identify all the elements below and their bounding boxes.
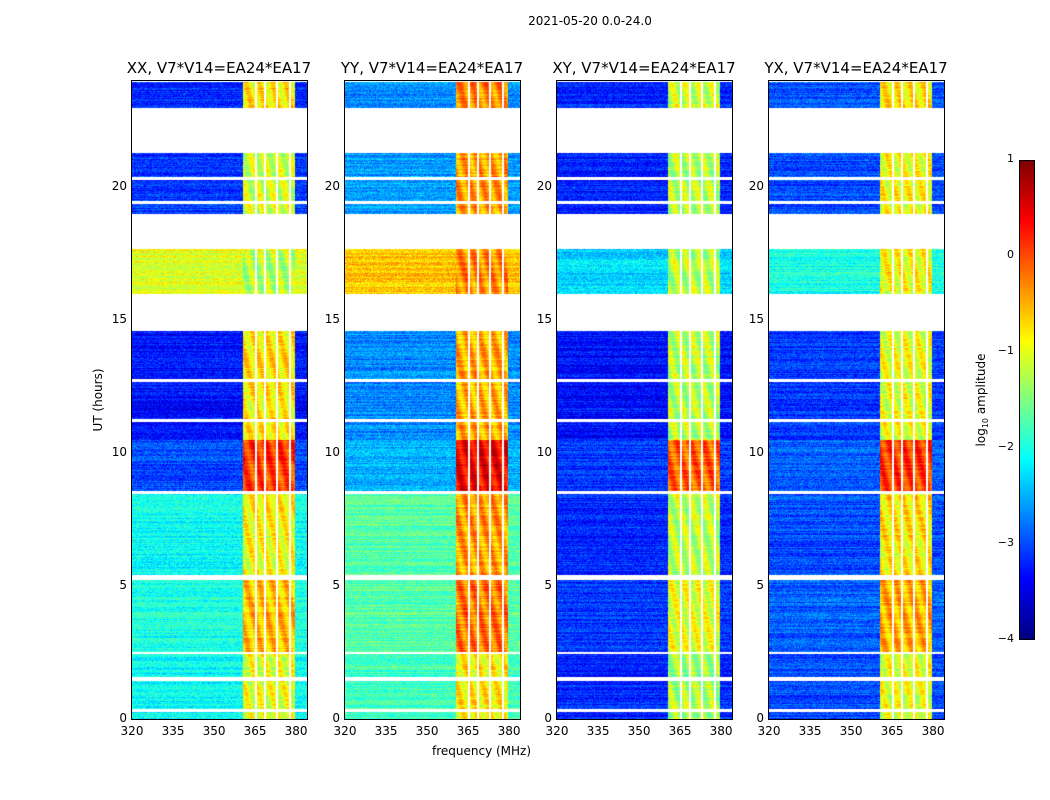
y-tick-label: 20 — [536, 179, 552, 194]
x-tick-label: 320 — [545, 724, 569, 738]
x-tick-label: 350 — [415, 724, 439, 738]
heatmap-panel — [556, 80, 733, 720]
y-tick-label: 15 — [111, 312, 127, 327]
y-tick-label: 15 — [536, 312, 552, 327]
panel-title: YY, V7*V14=EA24*EA17 — [340, 59, 524, 77]
x-tick-label: 350 — [202, 724, 226, 738]
heatmap-image — [132, 81, 307, 719]
heatmap-image — [769, 81, 944, 719]
y-tick-label: 20 — [111, 179, 127, 194]
colorbar-tick-label: 1 — [1007, 152, 1014, 165]
y-tick-label: 20 — [324, 179, 340, 194]
y-tick-label: 10 — [111, 445, 127, 460]
x-tick-label: 380 — [284, 724, 308, 738]
colorbar-tick-label: −2 — [997, 440, 1014, 453]
x-tick-label: 380 — [497, 724, 521, 738]
y-tick-label: 0 — [756, 711, 764, 725]
colorbar-tick-label: −1 — [997, 344, 1014, 357]
heatmap-panel — [768, 80, 945, 720]
x-tick-label: 380 — [921, 724, 945, 738]
x-tick-label: 365 — [880, 724, 904, 738]
x-tick-label: 320 — [757, 724, 781, 738]
colorbar-label-sub: 10 — [981, 417, 991, 429]
colorbar — [1019, 160, 1035, 640]
heatmap-panel — [344, 80, 521, 720]
y-tick-label: 15 — [324, 312, 340, 327]
y-tick-label: 10 — [748, 445, 764, 460]
x-tick-label: 380 — [709, 724, 733, 738]
y-tick-label: 5 — [544, 578, 552, 593]
x-tick-label: 335 — [374, 724, 398, 738]
y-tick-label: 10 — [536, 445, 552, 460]
x-tick-label: 320 — [333, 724, 357, 738]
y-tick-label: 5 — [332, 578, 340, 593]
colorbar-label: log10 amplitude — [974, 354, 990, 447]
panel-title: XX, V7*V14=EA24*EA17 — [126, 59, 312, 77]
y-tick-label: 10 — [324, 445, 340, 460]
y-axis-label: UT (hours) — [91, 368, 105, 432]
panel-title: XY, V7*V14=EA24*EA17 — [552, 59, 736, 77]
y-tick-label: 0 — [544, 711, 552, 725]
heatmap-panel — [131, 80, 308, 720]
heatmap-image — [557, 81, 732, 719]
y-tick-label: 20 — [748, 179, 764, 194]
colorbar-tick-label: 0 — [1007, 248, 1014, 261]
figure-title: 2021-05-20 0.0-24.0 — [528, 14, 652, 28]
y-tick-label: 0 — [332, 711, 340, 725]
colorbar-label-rest: amplitude — [973, 353, 988, 418]
colorbar-tick-label: −3 — [997, 536, 1014, 549]
y-tick-label: 15 — [748, 312, 764, 327]
y-tick-label: 5 — [119, 578, 127, 593]
x-tick-label: 365 — [243, 724, 267, 738]
x-tick-label: 350 — [627, 724, 651, 738]
heatmap-image — [345, 81, 520, 719]
panel-title: YX, V7*V14=EA24*EA17 — [764, 59, 948, 77]
x-tick-label: 320 — [120, 724, 144, 738]
x-tick-label: 335 — [161, 724, 185, 738]
colorbar-tick-label: −4 — [997, 632, 1014, 645]
x-tick-label: 365 — [668, 724, 692, 738]
x-tick-label: 350 — [839, 724, 863, 738]
x-axis-label: frequency (MHz) — [432, 744, 532, 758]
y-tick-label: 0 — [119, 711, 127, 725]
y-tick-label: 5 — [756, 578, 764, 593]
x-tick-label: 365 — [456, 724, 480, 738]
x-tick-label: 335 — [798, 724, 822, 738]
x-tick-label: 335 — [586, 724, 610, 738]
